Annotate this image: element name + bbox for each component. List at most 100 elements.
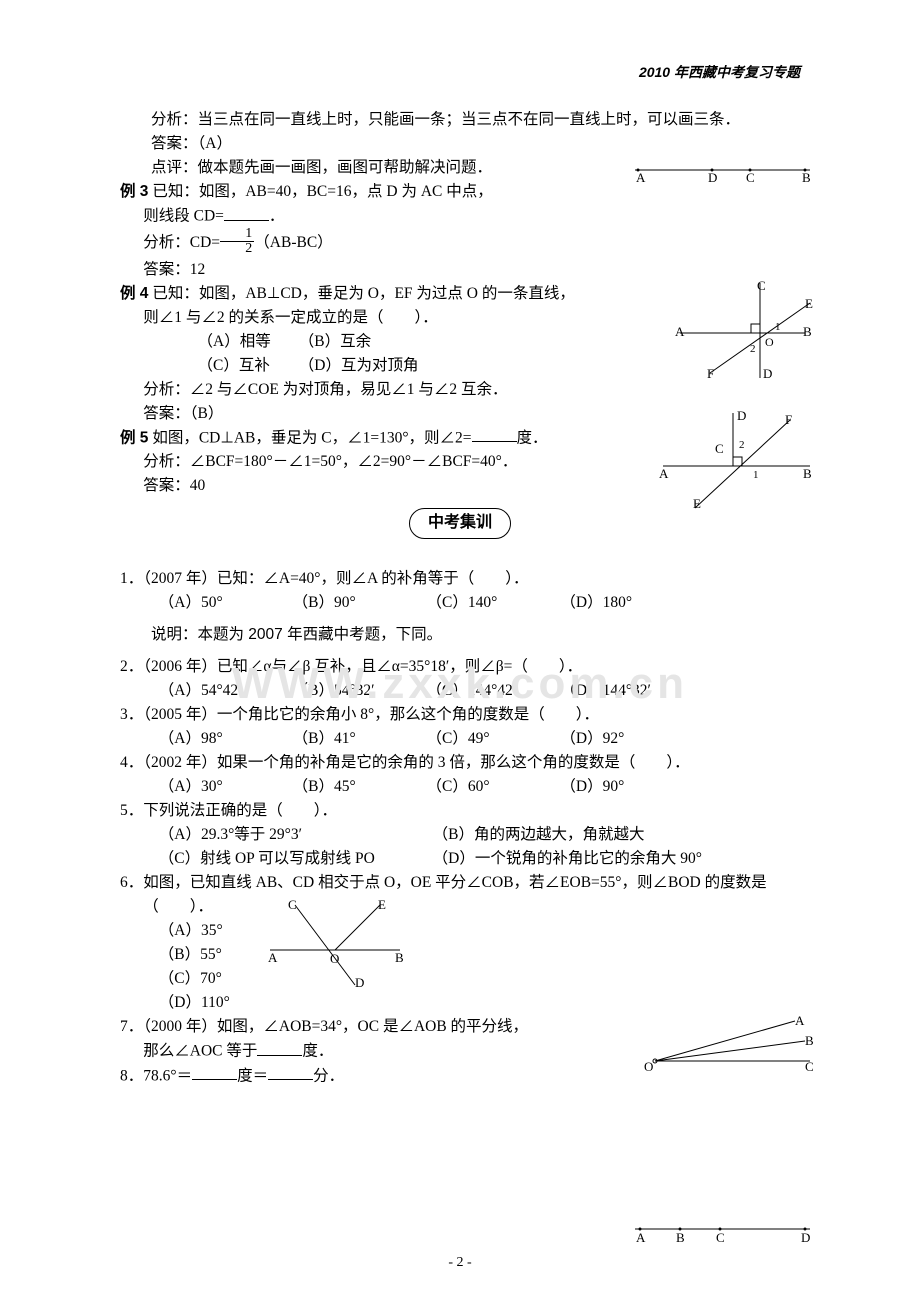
q7-l2-pre: 那么∠AOC 等于 [143, 1043, 257, 1060]
svg-text:B: B [395, 950, 404, 965]
svg-text:A: A [268, 950, 278, 965]
svg-text:B: B [802, 170, 811, 183]
svg-text:A: A [659, 466, 669, 481]
q5-B: （B）角的两边越大，角就越大 [433, 826, 645, 843]
q7-figure: O A C B [640, 1013, 815, 1073]
svg-text:D: D [708, 170, 717, 183]
q6-D: （D）110° [120, 991, 800, 1015]
q5-C: （C）射线 OP 可以写成射线 PO [159, 847, 429, 871]
q5-optsCD: （C）射线 OP 可以写成射线 PO （D）一个锐角的补角比它的余角大 90° [120, 847, 800, 871]
q6-text: 6．如图，已知直线 AB、CD 相交于点 O，OE 平分∠COB，若∠EOB=5… [120, 871, 800, 895]
svg-text:A: A [795, 1013, 805, 1028]
svg-text:E: E [693, 496, 701, 511]
q3-A: （A）98° [159, 727, 289, 751]
q6-B: （B）55° [120, 943, 800, 967]
ex3-l2-pre: 则线段 CD= [143, 208, 224, 225]
svg-text:B: B [805, 1033, 814, 1048]
svg-text:2: 2 [739, 439, 745, 451]
svg-text:D: D [737, 408, 746, 423]
svg-text:O: O [330, 951, 339, 966]
svg-text:C: C [805, 1059, 814, 1073]
svg-text:D: D [801, 1230, 810, 1244]
ex4-head-rest: 已知：如图，AB⊥CD，垂足为 O，EF 为过点 O 的一条直线， [148, 285, 574, 302]
q2-B: （B）54°32′ [293, 679, 423, 703]
q5-D: （D）一个锐角的补角比它的余角大 90° [433, 850, 702, 867]
svg-text:E: E [378, 897, 386, 912]
q3-C: （C）49° [427, 727, 557, 751]
q8-pre: 8．78.6°＝ [120, 1067, 192, 1084]
q2-opts: （A）54°42′ （B）54°32′ （C）144°42′ （D）144°32… [120, 679, 800, 703]
q1-text: 1．（2007 年）已知：∠A=40°，则∠A 的补角等于（ ）． [120, 567, 800, 591]
svg-text:C: C [715, 441, 724, 456]
blank [224, 204, 269, 221]
svg-text:2: 2 [750, 343, 756, 355]
q4-A: （A）30° [159, 775, 289, 799]
svg-text:A: A [675, 324, 685, 339]
q5-A: （A）29.3°等于 29°3′ [159, 823, 429, 847]
q6-figure: A B C D E O [260, 895, 410, 990]
ex5-figure: A B C D E F 1 2 [655, 408, 815, 513]
intro-analysis: 分析：当三点在同一直线上时，只能画一条；当三点不在同一直线上时，可以画三条． [120, 108, 800, 132]
intro-answer: 答案：（A） [120, 132, 800, 156]
q1-B: （B）90° [293, 591, 423, 615]
ex5-block: A B C D E F 1 2 例 5 如图，CD⊥AB，垂足为 C，∠1=13… [120, 426, 800, 499]
q7-block: O A C B 7．（2000 年）如图，∠AOB=34°，OC 是∠AOB 的… [120, 1015, 800, 1064]
ex4-figure: A B C D E F O 1 2 [665, 278, 815, 383]
blank [192, 1064, 237, 1081]
q3-opts: （A）98° （B）41° （C）49° （D）92° [120, 727, 800, 751]
q1-A: （A）50° [159, 591, 289, 615]
q3-text: 3．（2005 年）一个角比它的余角小 8°，那么这个角的度数是（ ）． [120, 703, 800, 727]
q1-note: 说明：本题为 2007 年西藏中考题，下同。 [120, 623, 800, 647]
q4-text: 4．（2002 年）如果一个角的补角是它的余角的 3 倍，那么这个角的度数是（ … [120, 751, 800, 775]
svg-text:C: C [746, 170, 755, 183]
q6-A: （A）35° [120, 919, 800, 943]
section-pill: 中考集训 [409, 508, 511, 539]
q5-optsAB: （A）29.3°等于 29°3′ （B）角的两边越大，角就越大 [120, 823, 800, 847]
svg-text:1: 1 [775, 321, 781, 333]
ex3-label: 例 3 [120, 183, 148, 200]
svg-text:B: B [676, 1230, 685, 1244]
svg-text:B: B [803, 466, 812, 481]
q4-opts: （A）30° （B）45° （C）60° （D）90° [120, 775, 800, 799]
q8-mid: 度＝ [237, 1067, 268, 1084]
ex3-line2: 则线段 CD=． [120, 204, 800, 229]
page-number: - 2 - [0, 1252, 920, 1274]
q8-post: 分． [313, 1067, 344, 1084]
ex3-ana-pre: 分析：CD= [143, 234, 220, 251]
svg-text:O: O [644, 1059, 653, 1073]
q4-B: （B）45° [293, 775, 423, 799]
svg-text:C: C [288, 897, 297, 912]
svg-text:B: B [803, 324, 812, 339]
ex3-ana: 分析：CD=12（AB-BC） [120, 229, 800, 258]
content: 分析：当三点在同一直线上时，只能画一条；当三点不在同一直线上时，可以画三条． 答… [120, 108, 800, 1088]
q7-l2-post: 度． [302, 1043, 333, 1060]
q5-text: 5．下列说法正确的是（ ）． [120, 799, 800, 823]
svg-text:O: O [765, 335, 774, 349]
svg-text:D: D [763, 366, 772, 381]
ex5-head-post: 度． [517, 429, 548, 446]
q6-paren: （ ）． [120, 895, 800, 919]
header-title: 2010 年西藏中考复习专题 [639, 62, 800, 84]
ex5-head-pre: 如图，CD⊥AB，垂足为 C，∠1=130°，则∠2= [148, 429, 471, 446]
q4-D: （D）90° [560, 778, 624, 795]
fraction-half: 12 [220, 227, 254, 256]
ex5-label: 例 5 [120, 429, 148, 446]
bottom-figure: A B C D [630, 1219, 815, 1244]
ex3-ana-suf: （AB-BC） [254, 234, 332, 251]
q1-opts: （A）50° （B）90° （C）140° （D）180° [120, 591, 800, 615]
blank [472, 426, 517, 443]
svg-text:F: F [785, 412, 792, 427]
page: 2010 年西藏中考复习专题 WWW.zxxk.com.cn 分析：当三点在同一… [0, 0, 920, 1302]
ex4-optD: （D）互为对顶角 [299, 357, 419, 374]
blank [257, 1039, 302, 1056]
svg-text:A: A [636, 1230, 646, 1244]
svg-text:C: C [716, 1230, 725, 1244]
q2-A: （A）54°42′ [159, 679, 289, 703]
ex3-block: A D C B 例 3 已知：如图，AB=40，BC=16，点 D 为 AC 中… [120, 180, 800, 282]
q6-block: 6．如图，已知直线 AB、CD 相交于点 O，OE 平分∠COB，若∠EOB=5… [120, 871, 800, 1015]
ex3-figure: A D C B [630, 158, 815, 183]
ex3-head: 例 3 已知：如图，AB=40，BC=16，点 D 为 AC 中点， [120, 180, 800, 204]
ex4-optC: （C）互补 [159, 354, 299, 378]
q6-C: （C）70° [120, 967, 800, 991]
svg-text:F: F [707, 366, 714, 381]
